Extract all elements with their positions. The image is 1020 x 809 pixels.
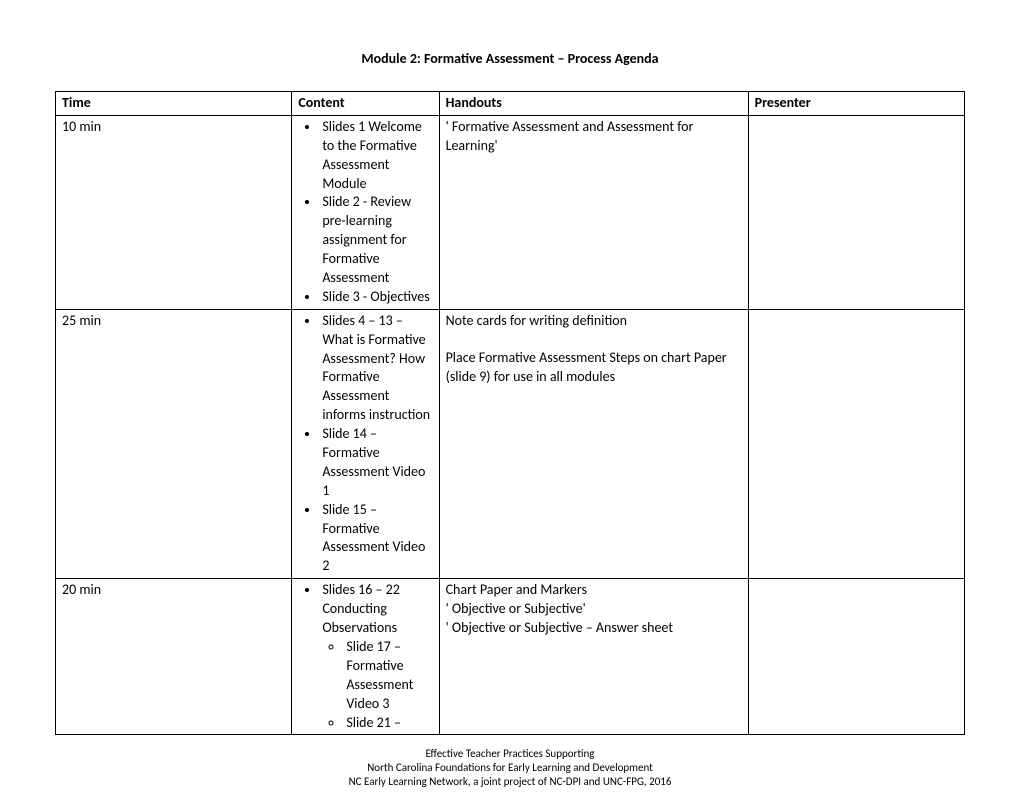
col-header-content: Content [292, 92, 439, 116]
col-header-handouts: Handouts [439, 92, 748, 116]
content-subitem: Slide 21 – [344, 714, 432, 733]
content-item: Slide 3 - Objectives [320, 288, 432, 307]
table-row: 10 min Slides 1 Welcome to the Formative… [56, 115, 965, 309]
cell-time: 10 min [56, 115, 292, 309]
table-header-row: Time Content Handouts Presenter [56, 92, 965, 116]
content-item-text: Slides 16 – 22 Conducting Observations [322, 581, 400, 636]
handouts-line: Note cards for writing definition [446, 312, 742, 331]
footer-line: Effective Teacher Practices Supporting [55, 747, 965, 761]
handouts-line: ' Objective or Subjective – Answer sheet [446, 619, 742, 638]
content-item: Slide 2 - Review pre-learning assignment… [320, 193, 432, 287]
handouts-line: Chart Paper and Markers [446, 581, 742, 600]
cell-presenter [748, 579, 964, 735]
cell-content: Slides 16 – 22 Conducting Observations S… [292, 579, 439, 735]
page-footer: Effective Teacher Practices Supporting N… [55, 747, 965, 788]
table-row: 25 min Slides 4 – 13 – What is Formative… [56, 309, 965, 578]
cell-handouts: Chart Paper and Markers ' Objective or S… [439, 579, 748, 735]
content-item: Slide 15 – Formative Assessment Video 2 [320, 501, 432, 577]
content-list: Slides 4 – 13 – What is Formative Assess… [298, 312, 432, 576]
table-row: 20 min Slides 16 – 22 Conducting Observa… [56, 579, 965, 735]
content-list: Slides 16 – 22 Conducting Observations S… [298, 581, 432, 732]
col-header-time: Time [56, 92, 292, 116]
content-sublist: Slide 17 – Formative Assessment Video 3 … [322, 638, 432, 732]
content-item: Slides 4 – 13 – What is Formative Assess… [320, 312, 432, 425]
spacer [446, 331, 742, 349]
handouts-line: ' Objective or Subjective' [446, 600, 742, 619]
cell-content: Slides 4 – 13 – What is Formative Assess… [292, 309, 439, 578]
cell-time: 20 min [56, 579, 292, 735]
cell-presenter [748, 309, 964, 578]
cell-handouts: Note cards for writing definition Place … [439, 309, 748, 578]
col-header-presenter: Presenter [748, 92, 964, 116]
content-item: Slides 16 – 22 Conducting Observations S… [320, 581, 432, 732]
footer-line: NC Early Learning Network, a joint proje… [55, 775, 965, 789]
content-item: Slides 1 Welcome to the Formative Assess… [320, 118, 432, 194]
content-subitem: Slide 17 – Formative Assessment Video 3 [344, 638, 432, 714]
page-title: Module 2: Formative Assessment – Process… [55, 50, 965, 67]
agenda-table: Time Content Handouts Presenter 10 min S… [55, 91, 965, 735]
cell-content: Slides 1 Welcome to the Formative Assess… [292, 115, 439, 309]
content-list: Slides 1 Welcome to the Formative Assess… [298, 118, 432, 307]
content-item: Slide 14 – Formative Assessment Video 1 [320, 425, 432, 501]
cell-handouts: ' Formative Assessment and Assessment fo… [439, 115, 748, 309]
cell-presenter [748, 115, 964, 309]
handouts-line: Place Formative Assessment Steps on char… [446, 349, 742, 387]
cell-time: 25 min [56, 309, 292, 578]
footer-line: North Carolina Foundations for Early Lea… [55, 761, 965, 775]
